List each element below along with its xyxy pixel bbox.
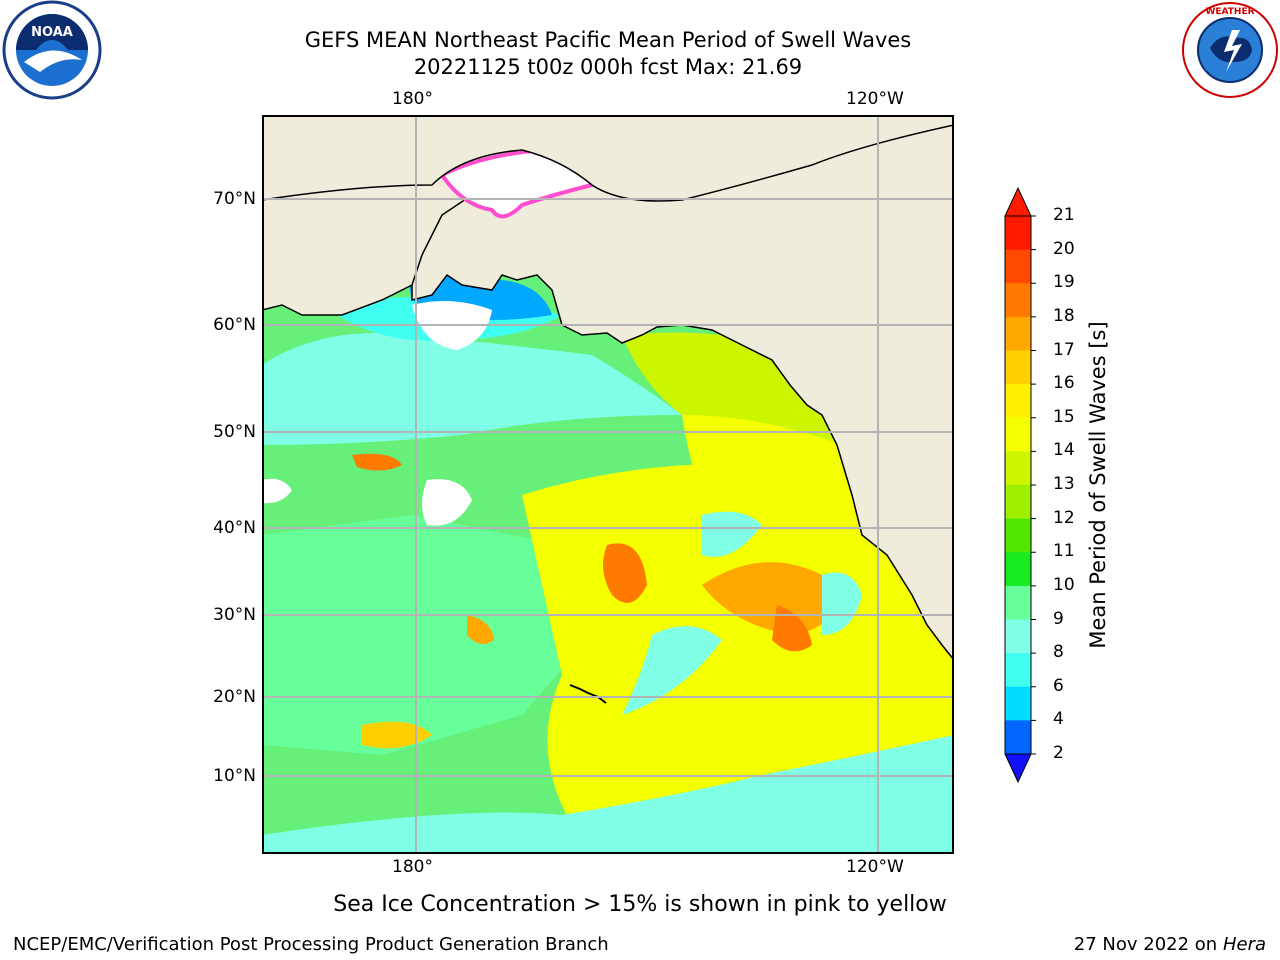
graticule xyxy=(262,115,954,854)
colorbar-tick-label: 13 xyxy=(1053,474,1075,494)
colorbar-segment xyxy=(1005,216,1031,251)
colorbar-tick-label: 20 xyxy=(1053,238,1075,259)
colorbar-segment xyxy=(1005,653,1031,688)
colorbar-segment xyxy=(1005,585,1031,620)
field-orange-2 xyxy=(603,543,647,603)
colorbar-tick-label: 17 xyxy=(1053,339,1075,360)
field-orange-6 xyxy=(362,721,432,749)
colorbar-tick-label: 2 xyxy=(1053,743,1064,763)
lat-label-10n: 10°N xyxy=(213,766,256,786)
colorbar xyxy=(1004,186,1036,784)
footer-organization: NCEP/EMC/Verification Post Processing Pr… xyxy=(13,934,609,955)
colorbar-extend-max xyxy=(1004,186,1032,217)
colorbar-segment xyxy=(1005,619,1031,654)
colorbar-tick-label: 9 xyxy=(1053,608,1064,629)
arctic-channel xyxy=(262,115,954,202)
colorbar-segment xyxy=(1005,283,1031,318)
colorbar-tick-label: 6 xyxy=(1053,675,1064,696)
map-title: GEFS MEAN Northeast Pacific Mean Period … xyxy=(304,28,912,52)
aleutian-white-2 xyxy=(262,478,292,504)
nws-logo: WEATHER xyxy=(1180,0,1280,104)
colorbar-tick-label: 12 xyxy=(1053,507,1075,528)
colorbar-segment xyxy=(1005,518,1031,553)
colorbar-label: Mean Period of Swell Waves [s] xyxy=(1086,321,1110,649)
colorbar-segment xyxy=(1005,720,1031,755)
colorbar-segment xyxy=(1005,451,1031,486)
colorbar-segment xyxy=(1005,485,1031,520)
lat-label-30n: 30°N xyxy=(213,605,256,625)
colorbar-tick-label: 16 xyxy=(1053,373,1075,394)
noaa-logo-text: NOAA xyxy=(31,25,73,40)
colorbar-segment xyxy=(1005,316,1031,351)
footer-date: 27 Nov 2022 on Hera xyxy=(1074,934,1266,955)
field-north-cyan xyxy=(262,333,682,445)
lat-label-20n: 20°N xyxy=(213,687,256,707)
colorbar-segment xyxy=(1005,686,1031,721)
colorbar-extend-min xyxy=(1004,753,1032,784)
colorbar-tick-label: 4 xyxy=(1053,709,1064,730)
noaa-logo: NOAA xyxy=(0,0,105,104)
lon-label-bottom-180: 180° xyxy=(392,857,433,877)
colorbar-tick-label: 21 xyxy=(1053,205,1075,225)
lat-label-70n: 70°N xyxy=(213,189,256,209)
svg-text:WEATHER: WEATHER xyxy=(1205,7,1254,17)
colorbar-segment xyxy=(1005,249,1031,284)
lon-label-bottom-120w: 120°W xyxy=(846,857,904,877)
colorbar-segment xyxy=(1005,350,1031,385)
colorbar-segment xyxy=(1005,417,1031,452)
sea-ice-note: Sea Ice Concentration > 15% is shown in … xyxy=(333,892,947,917)
lon-label-top-120w: 120°W xyxy=(846,89,904,109)
field-southwest-lowperiod xyxy=(262,515,592,755)
map-subtitle: 20221125 t00z 000h fcst Max: 21.69 xyxy=(413,55,803,79)
colorbar-tick-label: 15 xyxy=(1053,406,1075,427)
footer-system: Hera xyxy=(1222,934,1266,955)
swell-period-map xyxy=(262,115,954,854)
footer-date-text: 27 Nov 2022 on xyxy=(1073,934,1218,955)
lat-label-40n: 40°N xyxy=(213,518,256,538)
field-cyan-south xyxy=(262,735,954,854)
colorbar-segment xyxy=(1005,552,1031,587)
lat-label-50n: 50°N xyxy=(213,422,256,442)
aleutian-white-1 xyxy=(422,479,472,526)
field-orange-5 xyxy=(352,453,402,471)
colorbar-tick-label: 19 xyxy=(1053,272,1075,293)
field-cyan-1 xyxy=(622,626,722,715)
field-cyan-2 xyxy=(702,511,762,557)
hawaii-islands xyxy=(569,684,607,704)
field-cyan-3 xyxy=(822,572,862,635)
colorbar-tick-label: 14 xyxy=(1053,440,1075,461)
colorbar-tick-label: 8 xyxy=(1053,642,1064,663)
field-orange-1 xyxy=(702,562,832,635)
colorbar-tick-label: 11 xyxy=(1053,541,1075,562)
lon-label-top-180: 180° xyxy=(392,89,433,109)
colorbar-segment xyxy=(1005,384,1031,419)
lat-label-60n: 60°N xyxy=(213,315,256,335)
colorbar-tick-label: 18 xyxy=(1053,305,1075,326)
field-orange-3 xyxy=(772,605,812,652)
colorbar-tick-label: 10 xyxy=(1053,574,1075,595)
field-orange-4 xyxy=(467,615,494,644)
